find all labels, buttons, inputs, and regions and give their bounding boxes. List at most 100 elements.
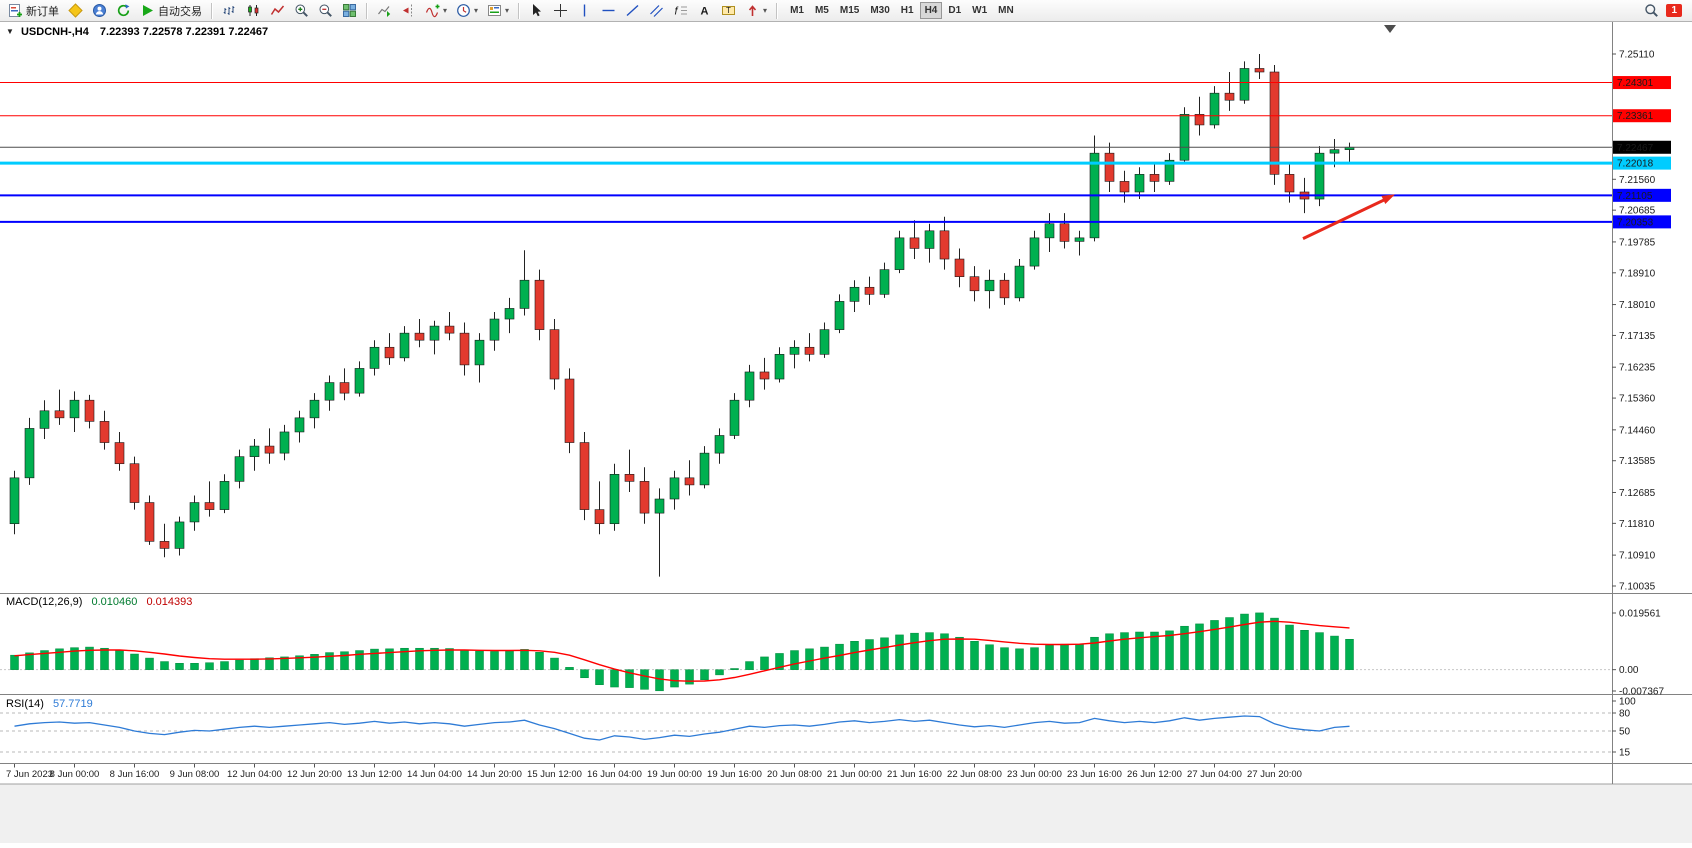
timeframe-button-w1[interactable]: W1 [967,2,992,19]
macd-histogram-bar [70,647,79,670]
zoom-out-button[interactable] [314,1,337,20]
candle-body [984,279,995,292]
candle-body [399,332,410,359]
arrows-button[interactable]: ▾ [741,1,771,20]
new-order-button[interactable]: 新订单 [4,1,63,20]
search-button[interactable] [1640,1,1663,20]
rsi-scale-label: 80 [1619,709,1631,720]
macd-histogram-bar [475,650,484,670]
macd-histogram-bar [10,654,19,670]
macd-histogram-bar [760,656,769,670]
templates-dropdown-caret: ▾ [505,5,510,15]
fibonacci-button[interactable]: f [669,1,692,20]
candle-body [1074,237,1085,242]
candle-body [234,456,245,482]
svg-text:A: A [701,6,709,18]
auto-scroll-button[interactable] [373,1,396,20]
timeframe-button-h4[interactable]: H4 [919,2,943,19]
trendline-button[interactable] [621,1,644,20]
candle-body [264,445,275,454]
text-button[interactable]: A [693,1,716,20]
cursor-button[interactable] [525,1,548,20]
time-axis-label: 19 Jun 00:00 [647,769,702,780]
autotrading-play-icon [143,5,153,16]
macd-histogram-bar [505,650,514,670]
crosshair-button[interactable] [549,1,572,20]
channel-button[interactable] [645,1,668,20]
macd-histogram-bar [310,654,319,670]
macd-histogram-bar [940,633,949,670]
zoom-in-button[interactable] [290,1,313,20]
candle-body [324,382,335,401]
candle-body [1329,149,1340,154]
metaeditor-button[interactable] [64,1,87,20]
timeframe-button-mn[interactable]: MN [993,2,1019,19]
macd-scale-label: 0.019561 [1619,609,1661,620]
bar-chart-button[interactable] [218,1,241,20]
macd-histogram-bar [175,663,184,670]
candle-body [594,509,605,525]
timeframe-button-d1[interactable]: D1 [943,2,966,19]
candle-body [1194,114,1205,126]
macd-histogram-bar [1315,632,1324,670]
price-line-label-box [1613,76,1671,90]
macd-histogram-bar [640,669,649,690]
chart-shift-button[interactable] [397,1,420,20]
candlestick-chart-button[interactable] [242,1,265,20]
zoom-out-icon [319,4,332,17]
candle-body [744,371,755,401]
templates-button[interactable]: ▾ [483,1,513,20]
tile-windows-button[interactable] [338,1,361,20]
notification-badge[interactable]: 1 [1666,4,1682,17]
time-axis-label: 26 Jun 12:00 [1127,769,1182,780]
candle-body [339,382,350,394]
text-icon: A [701,6,709,18]
macd-histogram-bar [685,669,694,685]
horizontal-line-button[interactable] [597,1,620,20]
timeframe-button-m15[interactable]: M15 [835,2,864,19]
candle-body [1119,181,1130,193]
macd-histogram-bar [1030,647,1039,670]
line-chart-button[interactable] [266,1,289,20]
text-label-button[interactable]: T [717,1,740,20]
chart-ohlc-values: 7.22393 7.22578 7.22391 7.22467 [99,26,269,38]
macd-histogram-bar [925,632,934,670]
timeframe-button-m5[interactable]: M5 [810,2,834,19]
trend-arrow-head[interactable] [1381,194,1395,204]
macd-histogram-bar [415,647,424,670]
candle-body [879,269,890,295]
candle-body [54,410,65,419]
price-axis-label: 7.19785 [1619,237,1656,248]
rsi-scale-label: 100 [1619,697,1636,708]
time-axis-label: 27 Jun 20:00 [1247,769,1302,780]
candle-body [384,346,395,359]
macd-scale-label: 0.00 [1619,665,1639,676]
macd-histogram-bar [250,658,259,670]
time-axis-label: 12 Jun 04:00 [227,769,282,780]
macd-histogram-bar [1270,617,1279,670]
rsi-scale-label: 15 [1619,748,1631,759]
timeframe-button-m30[interactable]: M30 [865,2,894,19]
timeframe-button-h1[interactable]: H1 [896,2,919,19]
price-line-label-box [1613,109,1671,123]
candle-body [834,301,845,330]
chart-shift-marker[interactable] [1384,25,1396,33]
indicators-button[interactable]: ▾ [421,1,451,20]
vertical-line-button[interactable] [573,1,596,20]
autotrading-button[interactable]: 自动交易 [136,1,206,20]
candle-body [429,325,440,341]
macd-histogram-bar [235,659,244,670]
trend-arrow-annotation[interactable] [1302,198,1385,240]
community-button[interactable] [88,1,111,20]
candle-body [549,329,560,380]
candle-body [1239,68,1250,101]
macd-histogram-bar [670,669,679,688]
chart-shift-icon [403,4,412,17]
chart-menu-icon[interactable]: ▼ [6,27,14,36]
periods-dropdown-caret: ▾ [474,5,479,15]
candle-body [444,325,455,334]
timeframe-button-m1[interactable]: M1 [785,2,809,19]
periods-button[interactable]: ▾ [452,1,482,20]
refresh-button[interactable] [112,1,135,20]
